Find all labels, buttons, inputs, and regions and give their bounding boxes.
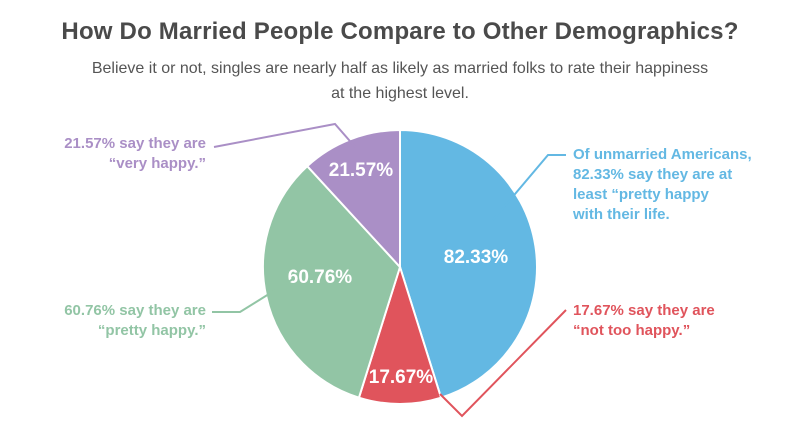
callout-red: 17.67% say they are “not too happy.” bbox=[573, 301, 715, 341]
slice-data-label: 60.76% bbox=[288, 267, 353, 288]
callout-purple-line: 21.57% say they are bbox=[64, 135, 206, 152]
pie-slice-60-76 bbox=[262, 164, 402, 399]
callout-purple: 21.57% say they are “very happy.” bbox=[20, 134, 206, 174]
pie-slice-82-33 bbox=[399, 128, 538, 399]
pie-slice-21-57 bbox=[305, 128, 401, 270]
callout-green-line: 60.76% say they are bbox=[64, 302, 206, 319]
leader-line-blue bbox=[492, 154, 566, 221]
callout-green-line: “pretty happy.” bbox=[97, 322, 206, 339]
callout-blue: Of unmarried Americans, 82.33% say they … bbox=[573, 145, 752, 225]
slice-data-label: 17.67% bbox=[369, 367, 434, 388]
callout-red-line: “not too happy.” bbox=[573, 322, 691, 339]
callout-blue-line: least “pretty happy bbox=[573, 186, 709, 203]
chart-subtitle: Believe it or not, singles are nearly ha… bbox=[91, 60, 709, 102]
callout-blue-line: Of unmarried Americans, bbox=[573, 146, 752, 163]
pie-slice-17-67 bbox=[357, 263, 443, 405]
callout-green: 60.76% say they are “pretty happy.” bbox=[20, 301, 206, 341]
callout-blue-line: 82.33% say they are at bbox=[573, 166, 733, 183]
leader-line-purple bbox=[213, 122, 357, 149]
leader-line-red bbox=[439, 309, 567, 418]
slice-data-label: 21.57% bbox=[329, 160, 394, 181]
slice-data-label: 82.33% bbox=[444, 247, 509, 268]
callout-blue-line: with their life. bbox=[573, 206, 670, 223]
callout-purple-line: “very happy.” bbox=[108, 155, 206, 172]
chart-title: How Do Married People Compare to Other D… bbox=[61, 18, 739, 45]
callout-red-line: 17.67% say they are bbox=[573, 302, 715, 319]
leader-line-green bbox=[212, 278, 294, 313]
